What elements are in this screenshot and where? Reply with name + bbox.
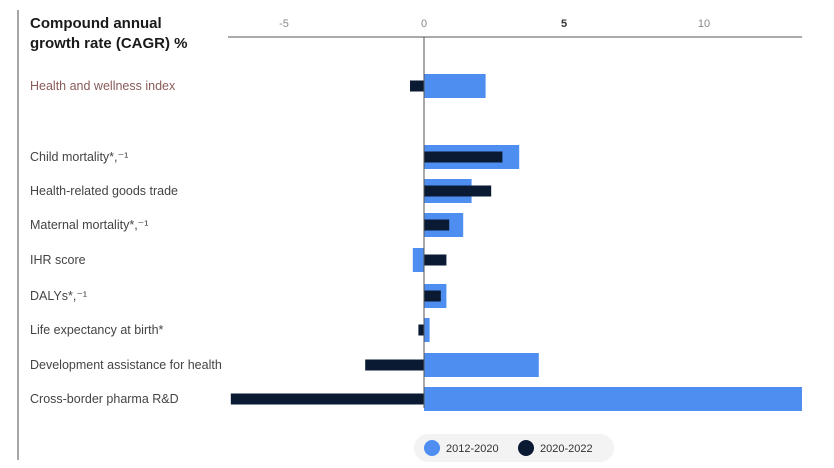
bar-2020-2022: [230, 393, 424, 405]
bar-2020-2022: [418, 324, 424, 336]
x-tick-label: -5: [279, 18, 289, 30]
legend-background: [414, 434, 614, 462]
bar-2012-2020: [424, 387, 802, 411]
bar-2020-2022: [365, 359, 424, 371]
bar-2020-2022: [424, 254, 447, 266]
bar-2020-2022: [424, 290, 441, 302]
bar-2012-2020: [412, 248, 424, 272]
legend-label-2012-2020: 2012-2020: [446, 443, 499, 455]
legend-swatch-2020-2022: [518, 440, 534, 456]
category-label: Maternal mortality*,⁻¹: [30, 218, 148, 232]
bars-group: [230, 74, 802, 411]
category-label: DALYs*,⁻¹: [30, 289, 87, 303]
category-label: Health-related goods trade: [30, 184, 178, 198]
bar-2020-2022: [424, 185, 492, 197]
bar-2012-2020: [424, 353, 539, 377]
category-label: Development assistance for health: [30, 358, 222, 372]
chart-title-line2: growth rate (CAGR) %: [30, 35, 188, 52]
x-tick-label: 10: [698, 18, 710, 30]
category-label: Life expectancy at birth*: [30, 323, 164, 337]
x-tick-label: 0: [421, 18, 427, 30]
chart-title-line1: Compound annual: [30, 15, 162, 32]
bar-2012-2020: [424, 74, 486, 98]
bar-2020-2022: [424, 219, 450, 231]
legend-swatch-2012-2020: [424, 440, 440, 456]
legend: 2012-2020 2020-2022: [414, 434, 614, 462]
category-labels: Health and wellness index Child mortality…: [30, 79, 222, 406]
category-label: Cross-border pharma R&D: [30, 392, 179, 406]
x-tick-label: 5: [561, 18, 567, 30]
category-label: IHR score: [30, 253, 86, 267]
legend-label-2020-2022: 2020-2022: [540, 443, 593, 455]
x-axis-ticks: -5 0 5 10: [279, 18, 710, 30]
category-label: Child mortality*,⁻¹: [30, 150, 128, 164]
bar-2012-2020: [424, 318, 430, 342]
bar-2020-2022: [410, 80, 424, 92]
bar-2020-2022: [424, 151, 503, 163]
category-label: Health and wellness index: [30, 79, 176, 93]
